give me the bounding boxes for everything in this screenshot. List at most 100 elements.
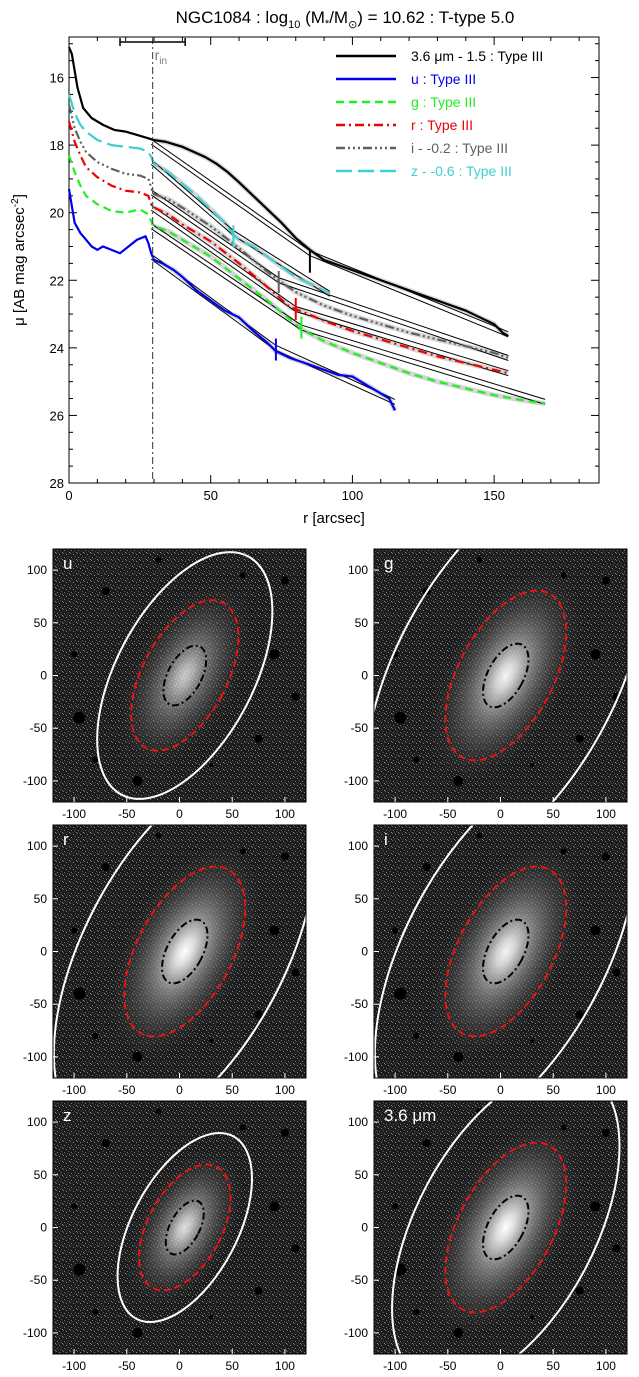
masked-star [575,734,584,743]
masked-star [269,925,280,936]
band-label: g [384,554,393,573]
panel-x-tick-label: -50 [118,1083,136,1097]
masked-star [394,987,407,1000]
masked-star [453,1327,464,1338]
panel-x-tick-label: 50 [547,1083,561,1097]
panel-y-tick-label: 100 [27,563,47,577]
panel-x-tick-label: -100 [62,1083,86,1097]
series-error-band [152,205,509,376]
panel-x-tick-label: 50 [547,1359,561,1373]
masked-star [422,1139,431,1148]
series-fit-line [150,223,546,400]
masked-star [601,576,610,585]
masked-star [280,852,289,861]
break-ellipse [444,865,568,1038]
legend-label: g : Type III [411,94,476,110]
x-axis-label: r [arcsec] [303,510,365,527]
outer-ellipse [374,549,627,802]
masked-star [392,927,399,934]
masked-star [601,852,610,861]
panel-x-tick-label: 100 [275,1083,295,1097]
panel-x-tick-label: 0 [497,1083,504,1097]
profile-chart: NGC1084 : log10 (M*/M⊙) = 10.62 : T-type… [10,8,600,527]
y-tick-label: 16 [50,71,64,86]
panel-x-tick-label: -100 [383,807,407,821]
masked-star [530,763,535,768]
panel-y-tick-label: 0 [40,1221,47,1235]
panel-y-tick-label: 50 [355,892,369,906]
panel-y-tick-label: 0 [361,1221,368,1235]
inner-ellipse [482,642,530,709]
y-tick-label: 18 [50,138,64,153]
panel-y-tick-label: -100 [23,774,47,788]
inner-ellipse [162,644,208,707]
panel-y-tick-label: 100 [348,1115,368,1129]
masked-star [132,1051,143,1062]
outer-ellipse [391,1101,621,1354]
panel-y-tick-label: 50 [34,1168,48,1182]
panel-y-tick-label: 50 [355,1168,369,1182]
legend-label: 3.6 μm - 1.5 : Type III [411,48,543,64]
y-tick-label: 20 [50,206,64,221]
series-line [67,188,396,411]
series-error-band [153,191,510,361]
masked-star [155,1108,162,1115]
panel-x-tick-label: 50 [226,807,240,821]
masked-star [73,711,86,724]
masked-star [530,1039,535,1044]
masked-star [476,556,483,563]
legend: 3.6 μm - 1.5 : Type III u : Type III g : T… [336,48,543,179]
masked-star [413,1308,420,1315]
masked-star [132,775,143,786]
y-tick-label: 26 [50,408,64,423]
break-ellipse [444,1141,568,1314]
panel-y-tick-label: -50 [30,721,48,735]
masked-star [612,1244,621,1253]
break-ellipse [130,599,240,752]
masked-star [73,987,86,1000]
masked-star [530,1315,535,1320]
panel-y-tick-label: 50 [34,892,48,906]
masked-star [590,925,601,936]
masked-star [291,692,300,701]
image-panel: g -100 -50 0 50 100 100 50 0 -50 -100 [344,548,628,821]
panel-x-tick-label: -100 [383,1359,407,1373]
panel-x-tick-label: -50 [118,807,136,821]
masked-star [560,1124,567,1131]
masked-star [413,756,420,763]
panel-x-tick-label: 0 [176,807,183,821]
panel-x-tick-label: 0 [497,807,504,821]
band-label: i [384,830,388,849]
masked-star [92,1032,99,1039]
masked-star [269,649,280,660]
galaxy-glow [115,577,255,774]
band-label: r [63,830,69,849]
masked-star [71,1203,78,1210]
masked-star [101,587,110,596]
panel-x-tick-label: -100 [62,807,86,821]
masked-star [239,1124,246,1131]
panel-x-tick-label: 100 [596,807,616,821]
panel-y-tick-label: 100 [348,839,368,853]
masked-star [394,711,407,724]
x-tick-label: 100 [342,488,364,503]
masked-star [209,763,214,768]
y-tick-label: 28 [50,476,64,491]
masked-star [291,1244,300,1253]
masked-star [73,1263,86,1276]
masked-star [413,1032,420,1039]
panel-x-tick-label: -50 [439,1359,457,1373]
legend-label: u : Type III [411,71,476,87]
panel-y-tick-label: -100 [23,1050,47,1064]
plot-frame [68,36,600,484]
panel-y-tick-label: -100 [23,1326,47,1340]
series-group [67,46,546,412]
break-ellipse [123,865,247,1038]
band-label: 3.6 μm [384,1106,436,1125]
masked-star [239,848,246,855]
panel-y-tick-label: 100 [27,1115,47,1129]
panel-x-tick-label: 100 [596,1359,616,1373]
panel-x-tick-label: 0 [176,1359,183,1373]
x-tick-label: 0 [65,488,72,503]
panel-y-tick-label: 0 [361,945,368,959]
